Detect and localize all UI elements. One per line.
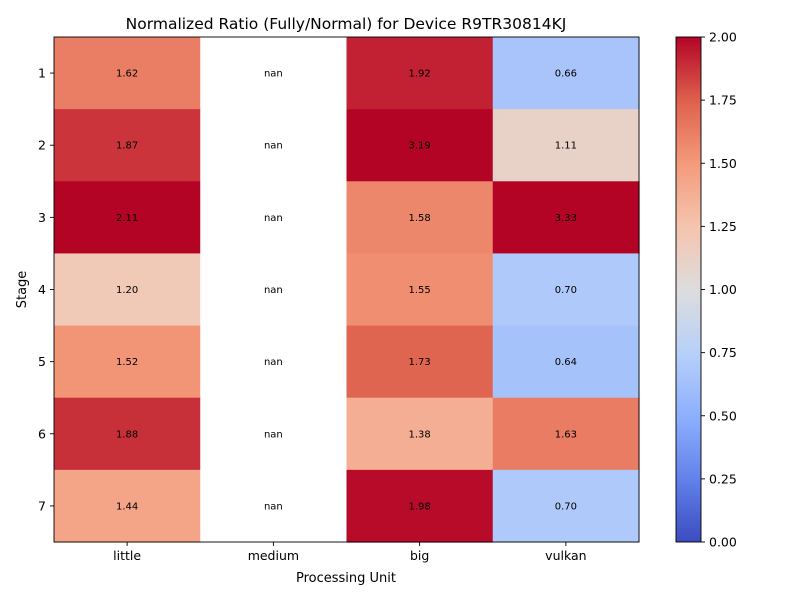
colorbar-tick-label: 0.00	[709, 535, 737, 550]
heatmap-cell	[492, 397, 640, 471]
cell-value-label: 1.63	[555, 429, 577, 440]
y-tick-label: 4	[38, 282, 46, 297]
cell-value-label: 1.87	[116, 141, 138, 152]
cell-value-label: 2.11	[116, 213, 138, 224]
heatmap-cell	[200, 181, 348, 255]
heatmap-cell-labels: 1.62 nan 1.92 0.66 1.87 nan 3.19 1.11 2.11 nan 1.5…	[116, 69, 577, 513]
cell-value-label: nan	[264, 501, 283, 512]
heatmap-cell	[54, 109, 201, 182]
cell-value-label: 1.92	[408, 69, 430, 80]
cell-value-label: 1.55	[408, 285, 430, 296]
cell-value-label: 1.62	[116, 69, 138, 80]
heatmap-cell	[200, 253, 348, 327]
x-tick-label: vulkan	[545, 548, 586, 563]
heatmap-cell	[346, 181, 494, 255]
heatmap-cell	[200, 37, 348, 110]
heatmap-cell	[54, 397, 201, 471]
colorbar-tick-label: 0.75	[709, 345, 737, 360]
heatmap-cell	[346, 109, 494, 182]
heatmap-cell	[54, 181, 201, 255]
cell-value-label: 1.52	[116, 357, 138, 368]
colorbar-tick-label: 1.50	[709, 156, 737, 171]
heatmap-cell	[200, 397, 348, 471]
colorbar-tick-label: 1.25	[709, 219, 737, 234]
x-tick-label: medium	[248, 548, 299, 563]
cell-value-label: nan	[264, 429, 283, 440]
y-tick-label: 2	[38, 138, 46, 153]
heatmap-cell	[346, 469, 494, 543]
cell-value-label: 1.98	[408, 501, 430, 512]
cell-value-label: nan	[264, 213, 283, 224]
cell-value-label: 1.11	[555, 141, 577, 152]
cell-value-label: 1.73	[408, 357, 430, 368]
cell-value-label: nan	[264, 141, 283, 152]
x-axis-ticks: little medium big vulkan	[113, 542, 587, 563]
x-axis-label: Processing Unit	[296, 571, 396, 586]
cell-value-label: 1.88	[116, 429, 138, 440]
cell-value-label: 1.44	[116, 501, 138, 512]
heatmap-cell	[346, 253, 494, 327]
x-tick-label: little	[113, 548, 141, 563]
colorbar-gradient	[676, 37, 701, 542]
cell-value-label: 3.33	[555, 213, 577, 224]
colorbar-tick-label: 1.75	[709, 93, 737, 108]
heatmap-cell	[54, 37, 201, 110]
cell-value-label: 1.20	[116, 285, 138, 296]
cell-value-label: nan	[264, 69, 283, 80]
heatmap-cell	[54, 325, 201, 399]
cell-value-label: 3.19	[408, 141, 430, 152]
y-axis-ticks: 1 2 3 4 5 6 7	[38, 66, 54, 513]
heatmap-cell	[492, 109, 640, 182]
cell-value-label: 0.70	[555, 285, 577, 296]
y-tick-label: 7	[38, 498, 46, 513]
cell-value-label: 0.66	[555, 69, 577, 80]
heatmap-cell	[346, 37, 494, 110]
heatmap-cell	[54, 469, 201, 543]
cell-value-label: 0.70	[555, 501, 577, 512]
heatmap-cell	[492, 181, 640, 255]
heatmap-cell	[200, 325, 348, 399]
colorbar-ticks: 0.00 0.25 0.50 0.75 1.00 1.25 1.50 1.75 2.00	[701, 30, 737, 550]
heatmap-cell	[346, 325, 494, 399]
heatmap-cells	[54, 37, 640, 543]
heatmap-cell	[200, 109, 348, 182]
y-tick-label: 3	[38, 210, 46, 225]
y-tick-label: 1	[38, 66, 46, 81]
heatmap-cell	[346, 397, 494, 471]
cell-value-label: 0.64	[555, 357, 577, 368]
heatmap-cell	[492, 469, 640, 543]
heatmap-cell	[54, 253, 201, 327]
colorbar-tick-label: 1.00	[709, 282, 737, 297]
cell-value-label: 1.58	[408, 213, 430, 224]
heatmap-cell	[492, 37, 640, 110]
x-tick-label: big	[410, 548, 429, 563]
y-axis-label: Stage	[15, 271, 30, 309]
colorbar-tick-label: 2.00	[709, 30, 737, 45]
heatmap-cell	[492, 325, 640, 399]
cell-value-label: nan	[264, 285, 283, 296]
heatmap-cell	[200, 469, 348, 543]
y-tick-label: 5	[38, 354, 46, 369]
chart-title: Normalized Ratio (Fully/Normal) for Devi…	[126, 15, 567, 33]
colorbar-tick-label: 0.50	[709, 408, 737, 423]
heatmap-cell	[492, 253, 640, 327]
colorbar: 0.00 0.25 0.50 0.75 1.00 1.25 1.50 1.75 2.00	[675, 30, 737, 550]
cell-value-label: 1.38	[408, 429, 430, 440]
colorbar-tick-label: 0.25	[709, 471, 737, 486]
y-tick-label: 6	[38, 426, 46, 441]
cell-value-label: nan	[264, 357, 283, 368]
